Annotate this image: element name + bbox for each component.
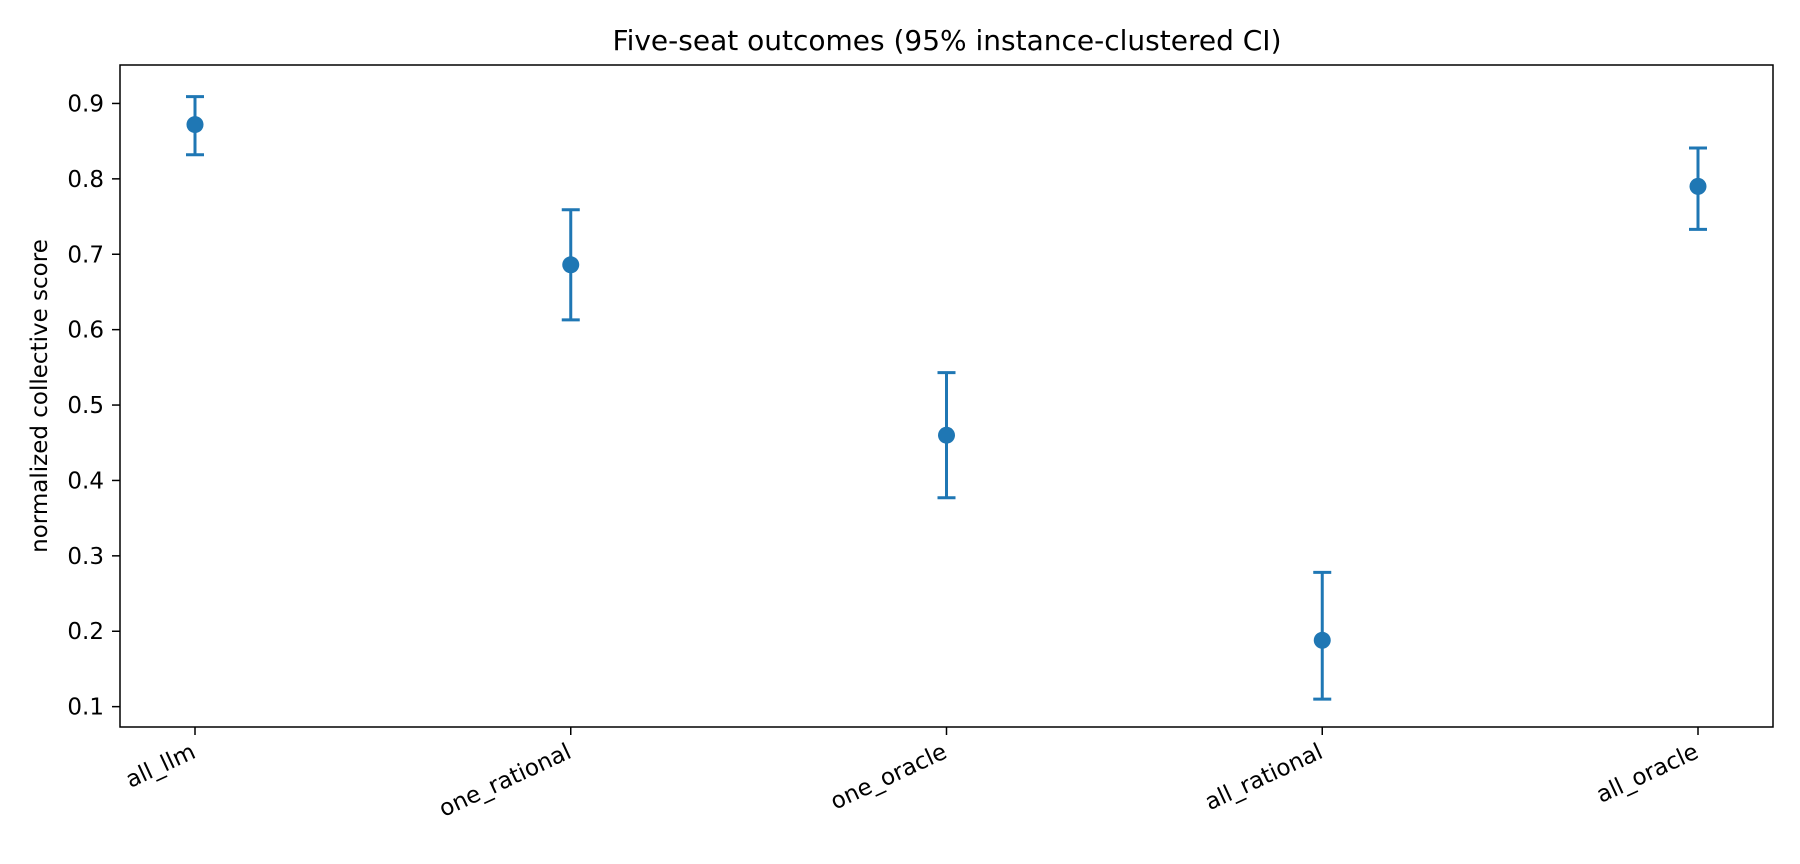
y-tick-label: 0.8 [67, 167, 104, 193]
y-tick-label: 0.4 [67, 468, 104, 494]
y-tick-label: 0.9 [67, 91, 104, 117]
data-point [1689, 177, 1707, 195]
y-tick-label: 0.1 [67, 695, 104, 721]
y-tick-label: 0.2 [67, 619, 104, 645]
y-axis-label: normalized collective score [27, 239, 53, 553]
data-point [186, 116, 204, 134]
y-tick-label: 0.7 [67, 242, 104, 268]
chart-title: Five-seat outcomes (95% instance-cluster… [613, 24, 1282, 57]
data-point [1313, 631, 1331, 649]
plot-frame [119, 64, 1774, 728]
y-tick-label: 0.6 [67, 318, 104, 344]
y-tick-label: 0.5 [67, 393, 104, 419]
y-tick-label: 0.3 [67, 544, 104, 570]
data-point [562, 256, 580, 274]
data-point [938, 426, 955, 444]
